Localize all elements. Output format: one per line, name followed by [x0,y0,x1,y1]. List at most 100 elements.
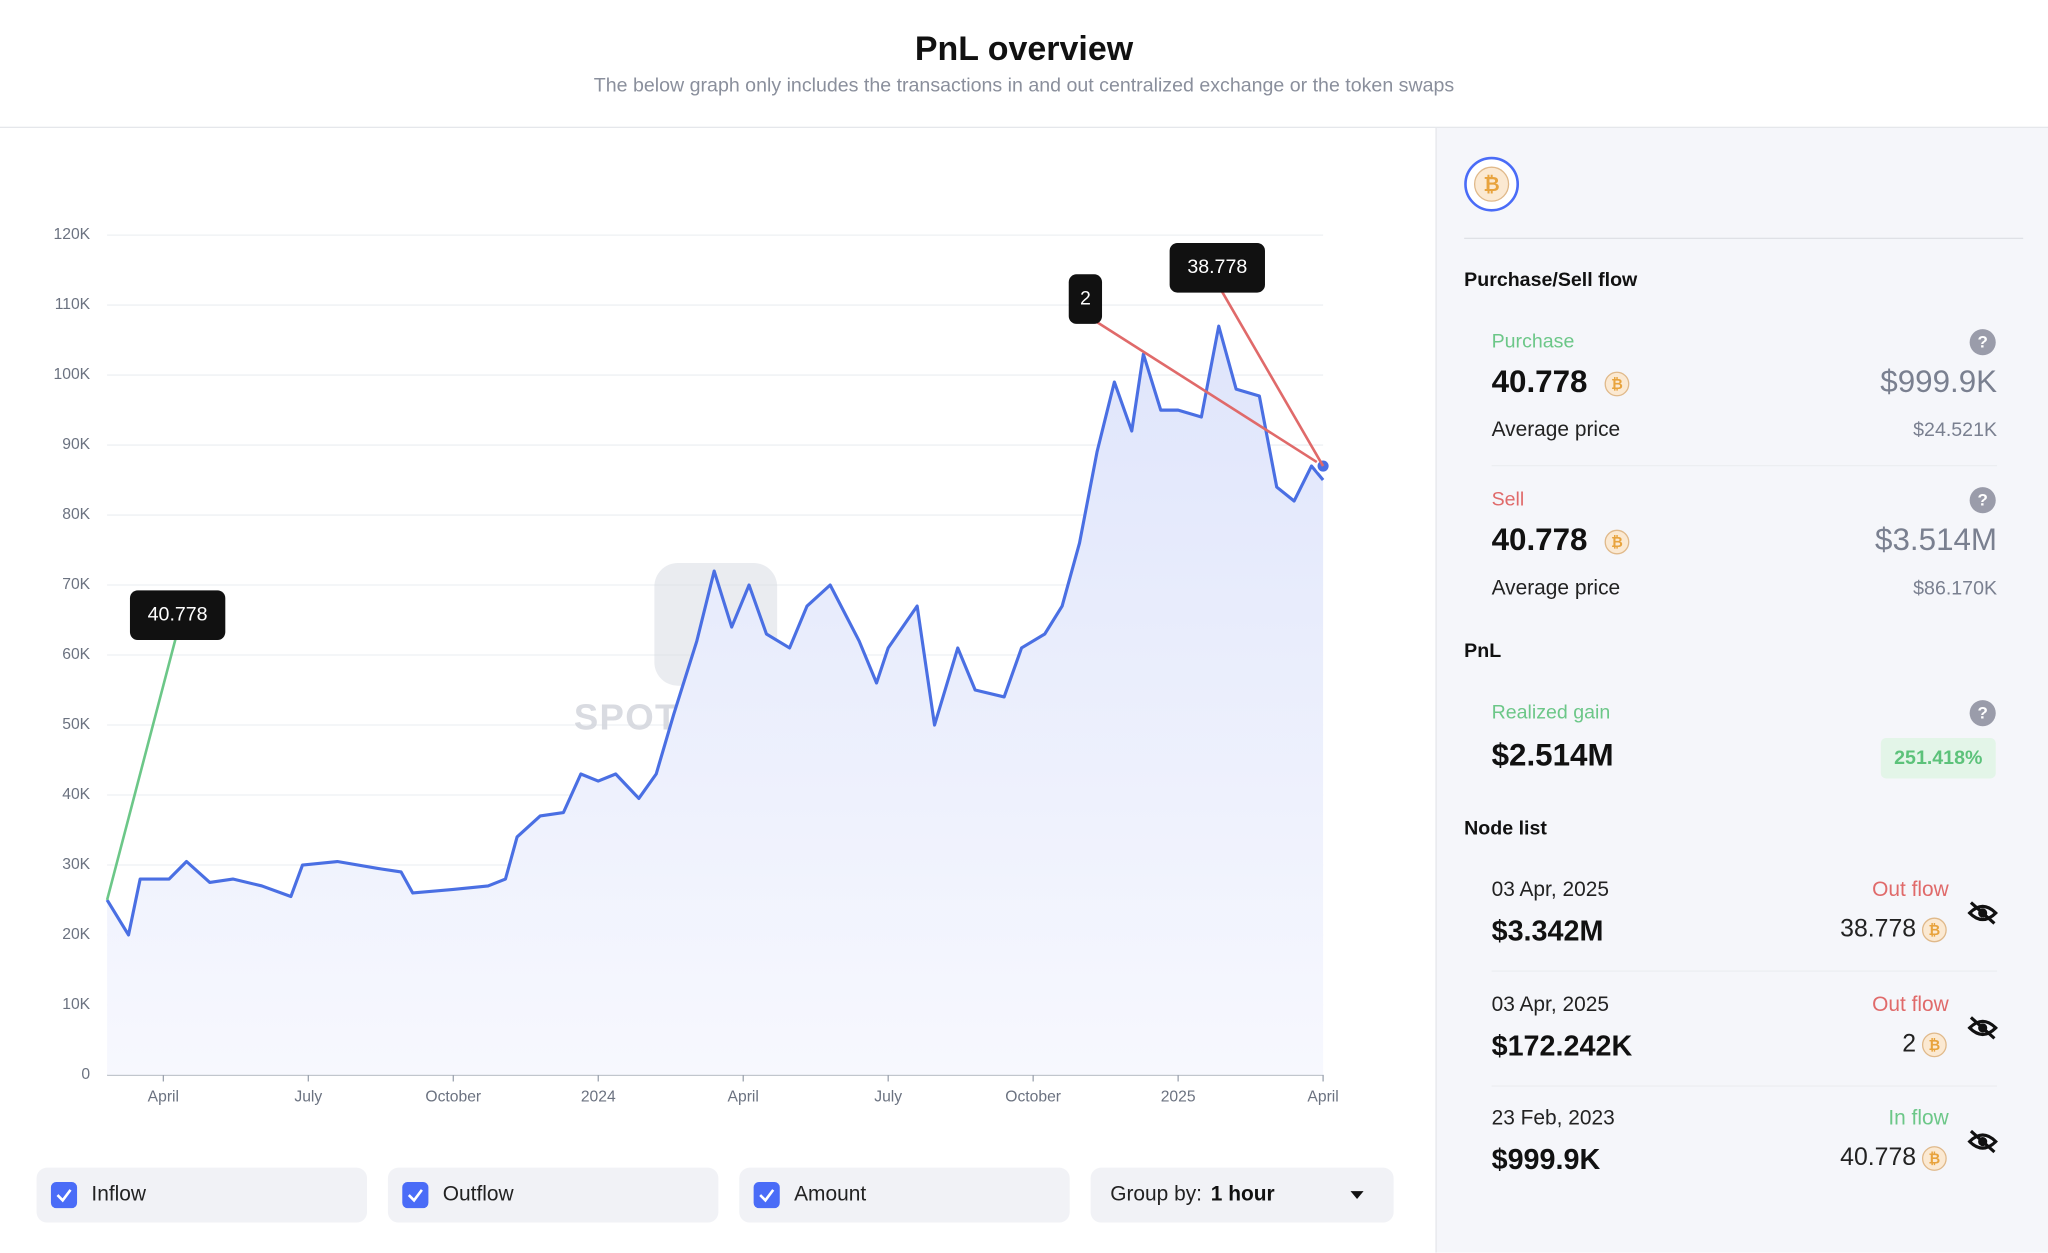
x-tick-label: April [728,1088,759,1105]
annotation-line [1216,282,1325,467]
btc-icon: ₿ [1473,166,1510,202]
x-tick-label: October [425,1088,481,1105]
x-tick-label: 2024 [581,1088,616,1105]
btc-icon: ₿ [1604,371,1630,397]
divider [1491,464,1998,467]
hide-icon[interactable] [1967,1013,1998,1042]
toggle[interactable]: Inflow [36,1167,368,1223]
node-date: 23 Feb, 2023 [1491,1107,1615,1130]
divider [1491,970,1998,972]
btc-icon: ₿ [1604,529,1630,555]
section-title: Purchase/Sell flow [1464,269,1638,292]
realized-value: $2.514M [1491,737,1614,774]
chart: 0 10K 20K 30K 40K 50K 60K 70K 80K 90K 100K 110K 120K… [54,226,1339,1105]
node-usd: $3.342M [1491,914,1604,947]
header [0,0,2048,128]
flow-usd: $999.9K [1880,364,1998,400]
group-value: 1 hour [1210,1183,1275,1206]
help-icon[interactable]: ? [1969,700,1996,727]
svg-text:₿: ₿ [1611,535,1623,551]
y-tick-label: 70K [62,576,90,593]
node-usd: $999.9K [1491,1142,1601,1176]
hide-icon[interactable] [1967,899,1998,928]
divider [1491,1084,1998,1087]
svg-text:₿: ₿ [1929,923,1941,939]
y-tick-label: 80K [62,506,90,523]
svg-text:₿: ₿ [1929,1152,1941,1168]
hide-icon[interactable] [1967,1127,1998,1156]
section-title: PnL [1464,639,1502,663]
svg-text:₿: ₿ [1611,377,1623,393]
annotation-label: 40.778 [148,603,208,625]
y-tick-label: 30K [62,856,90,873]
toggle-label: Amount [794,1183,867,1206]
toggle-label: Outflow [442,1183,514,1206]
end-point [1315,458,1331,474]
annotation-box [1068,274,1103,324]
annotation-label: 38.778 [1187,256,1247,278]
checkbox[interactable] [753,1182,780,1209]
flow-usd: $3.514M [1875,522,1998,558]
divider [1464,237,2024,240]
y-tick-label: 50K [62,716,90,733]
check [56,1189,72,1203]
y-tick-label: 100K [54,366,91,383]
group-select[interactable]: Group by: 1 hour [1090,1167,1394,1223]
node-date: 03 Apr, 2025 [1491,879,1609,902]
flow-label: Purchase [1491,330,1575,353]
realized-label: Realized gain [1491,701,1611,724]
price-line [105,324,1325,937]
check [759,1189,775,1203]
x-tick-label: April [148,1088,179,1105]
toggle-label: Inflow [91,1183,147,1206]
side-panel [1435,127,2048,1253]
x-tick-label: 2025 [1161,1088,1196,1105]
checkbox[interactable] [402,1182,429,1209]
btc-icon: ₿ [1921,1031,1947,1057]
subtitle: The below graph only includes the transa… [593,74,1455,97]
y-tick-label: 40K [62,786,90,803]
help-icon[interactable]: ? [1969,487,1996,514]
btc-icon: ₿ [1921,917,1947,943]
x-tick-label: April [1307,1088,1338,1105]
y-tick-label: 0 [81,1066,90,1083]
toggle[interactable]: Outflow [387,1167,719,1223]
flow-amount: 40.778 [1491,522,1588,558]
node-date: 03 Apr, 2025 [1491,993,1609,1016]
y-tick-label: 20K [62,926,90,943]
y-tick-label: 90K [62,436,90,453]
svg-text:₿: ₿ [1929,1037,1941,1053]
page-title: PnL overview [914,28,1134,68]
flow-amount: 40.778 [1491,364,1588,400]
y-tick-label: 10K [62,996,90,1013]
node-amount: 38.778 [1840,915,1917,944]
avg-price: $86.170K [1913,577,1998,600]
node-flow: Out flow [1872,993,1949,1016]
node-flow: Out flow [1872,879,1949,902]
node-amount: 40.778 [1840,1144,1917,1172]
btc-icon: ₿ [1921,1146,1947,1171]
annotation-label: 2 [1080,287,1091,309]
annotation-box [1169,242,1265,293]
flow-label: Sell [1491,488,1525,511]
node-usd: $172.242K [1491,1028,1633,1062]
node-amount: 2 [1902,1029,1917,1058]
y-tick-label: 110K [55,296,91,313]
avg-price: $24.521K [1913,419,1998,442]
checkbox[interactable] [50,1182,78,1209]
toggle[interactable]: Amount [739,1167,1070,1223]
section-title: Node list [1464,817,1547,840]
avg-label: Average price [1491,419,1621,442]
help-icon[interactable]: ? [1969,329,1996,356]
caret [1350,1191,1364,1200]
check [407,1189,423,1203]
svg-text:₿: ₿ [1483,174,1499,196]
x-tick-label: October [1005,1088,1061,1105]
annotation-line [1084,313,1324,468]
y-tick-label: 60K [62,646,90,663]
node-flow: In flow [1888,1107,1949,1130]
x-tick-label: July [294,1088,322,1105]
annotation-line [105,630,179,901]
group-label: Group by: [1110,1183,1202,1206]
